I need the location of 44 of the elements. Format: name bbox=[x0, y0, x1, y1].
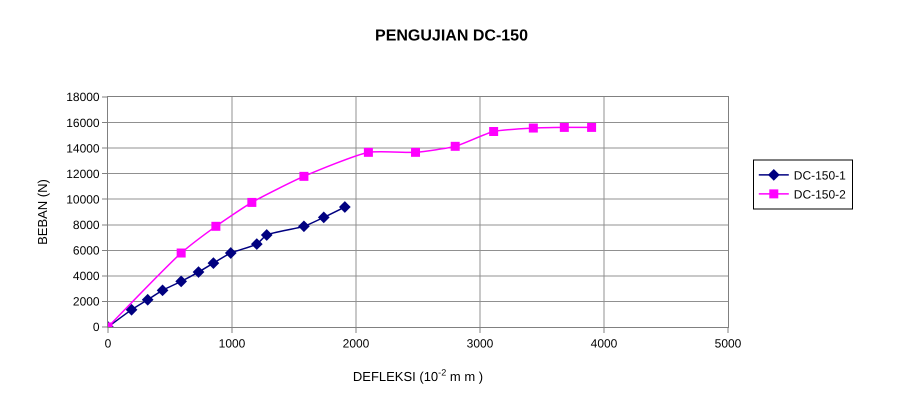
y-axis-title: BEBAN (N) bbox=[35, 179, 50, 245]
point bbox=[528, 124, 538, 133]
point bbox=[299, 172, 308, 181]
point bbox=[175, 276, 188, 288]
y-tick-label: 6000 bbox=[72, 244, 100, 258]
point bbox=[298, 220, 310, 232]
y-tick-label: 10000 bbox=[66, 192, 100, 206]
point bbox=[450, 142, 460, 151]
x-tick-label: 2000 bbox=[342, 336, 370, 350]
point bbox=[489, 127, 498, 136]
point bbox=[176, 248, 186, 258]
chart-title: PENGUJIAN DC-150 bbox=[375, 27, 528, 44]
point bbox=[224, 247, 237, 259]
legend-label: DC-150-1 bbox=[794, 168, 846, 183]
point bbox=[411, 148, 420, 157]
y-tick-label: 8000 bbox=[72, 218, 100, 232]
x-tick-label: 1000 bbox=[218, 336, 246, 350]
point bbox=[192, 266, 204, 278]
point bbox=[247, 198, 256, 207]
point bbox=[318, 212, 330, 224]
point bbox=[260, 229, 273, 241]
y-tick-label: 2000 bbox=[72, 294, 100, 309]
legend-label: DC-150-2 bbox=[794, 188, 846, 202]
x-tick-label: 0 bbox=[104, 336, 112, 350]
x-tick-label: 5000 bbox=[714, 336, 742, 350]
x-tick-label: 4000 bbox=[590, 336, 618, 350]
point bbox=[156, 284, 168, 296]
y-tick-label: 0 bbox=[92, 320, 100, 334]
point bbox=[560, 122, 569, 132]
point bbox=[126, 304, 138, 316]
x-tick-label: 3000 bbox=[466, 336, 494, 350]
y-tick-label: 16000 bbox=[66, 116, 100, 130]
x-axis-title: DEFLEKSI (10$^{-2}$ m m ) bbox=[352, 368, 484, 384]
point bbox=[142, 294, 154, 306]
point bbox=[338, 201, 351, 213]
point bbox=[587, 122, 596, 132]
y-tick-label: 18000 bbox=[66, 90, 100, 104]
point bbox=[211, 222, 220, 231]
y-tick-label: 14000 bbox=[66, 141, 100, 156]
point bbox=[208, 257, 220, 269]
y-tick-label: 4000 bbox=[72, 269, 100, 284]
y-tick-label: 12000 bbox=[66, 166, 100, 181]
point bbox=[250, 238, 263, 250]
point bbox=[364, 148, 373, 157]
